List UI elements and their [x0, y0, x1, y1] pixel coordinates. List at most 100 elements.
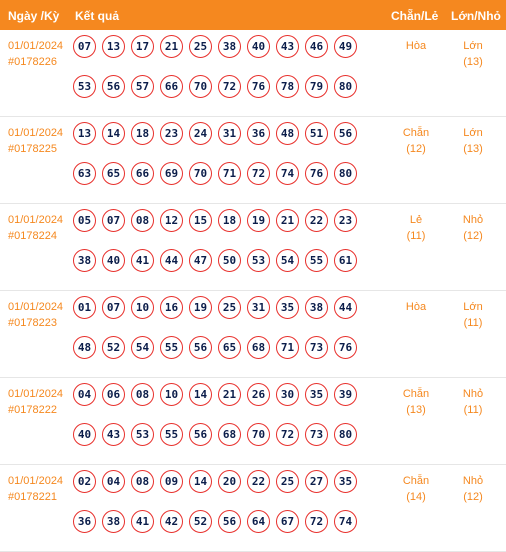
- number-ball: 71: [218, 162, 241, 185]
- number-ball: 18: [131, 122, 154, 145]
- number-ball: 47: [189, 249, 212, 272]
- number-ball: 68: [218, 423, 241, 446]
- draw-date: 01/01/2024: [8, 40, 64, 52]
- number-ball: 07: [102, 296, 125, 319]
- lonnho-value: Nhỏ: [462, 388, 484, 400]
- number-ball: 76: [334, 336, 357, 359]
- number-ball: 63: [73, 162, 96, 185]
- number-ball: 07: [102, 209, 125, 232]
- number-ball: 57: [131, 75, 154, 98]
- number-ball: 35: [276, 296, 299, 319]
- draw-code[interactable]: #0178224: [8, 230, 57, 242]
- header-chanle: Chẵn/Lẻ: [391, 9, 439, 23]
- draw-date-cell: 01/01/2024 #0178223: [8, 299, 63, 331]
- lonnho-count: (13): [463, 56, 483, 68]
- number-ball: 46: [305, 35, 328, 58]
- number-ball: 66: [160, 75, 183, 98]
- chanle-value: Hòa: [405, 40, 427, 52]
- draw-code[interactable]: #0178225: [8, 143, 57, 155]
- number-ball: 40: [102, 249, 125, 272]
- number-ball: 24: [189, 122, 212, 145]
- number-ball: 43: [102, 423, 125, 446]
- chanle-value: Chẵn: [402, 127, 430, 139]
- draw-code[interactable]: #0178226: [8, 56, 57, 68]
- chanle-cell: Hòa: [391, 299, 441, 315]
- number-ball: 36: [73, 510, 96, 533]
- draw-code[interactable]: #0178223: [8, 317, 57, 329]
- lonnho-cell: Lớn (11): [448, 299, 498, 331]
- number-ball: 54: [131, 336, 154, 359]
- draw-code[interactable]: #0178221: [8, 491, 57, 503]
- number-ball: 13: [102, 35, 125, 58]
- number-ball: 26: [247, 383, 270, 406]
- number-ball: 70: [189, 75, 212, 98]
- chanle-value: Chẵn: [402, 475, 430, 487]
- number-ball: 06: [102, 383, 125, 406]
- number-ball: 72: [247, 162, 270, 185]
- number-ball: 56: [189, 423, 212, 446]
- draw-date: 01/01/2024: [8, 301, 64, 313]
- chanle-count: (13): [406, 404, 426, 416]
- number-ball: 09: [160, 470, 183, 493]
- result-balls: 01 07 10 16 19 25 31 35 38 44 48 52 54 55 56 65 68 71 73 76: [73, 296, 373, 359]
- number-ball: 07: [73, 35, 96, 58]
- number-ball: 35: [305, 383, 328, 406]
- number-ball: 67: [276, 510, 299, 533]
- number-ball: 41: [131, 249, 154, 272]
- lonnho-value: Nhỏ: [462, 475, 484, 487]
- number-ball: 01: [73, 296, 96, 319]
- number-ball: 14: [189, 383, 212, 406]
- lonnho-cell: Lớn (13): [448, 125, 498, 157]
- draw-date-cell: 01/01/2024 #0178221: [8, 473, 63, 505]
- number-ball: 27: [305, 470, 328, 493]
- number-ball: 14: [102, 122, 125, 145]
- number-ball: 40: [247, 35, 270, 58]
- number-ball: 61: [334, 249, 357, 272]
- table-header: Ngày /Kỳ Kết quả Chẵn/Lẻ Lớn/Nhỏ: [0, 0, 506, 30]
- lonnho-value: Lớn: [463, 40, 483, 52]
- number-ball: 30: [276, 383, 299, 406]
- number-ball: 17: [131, 35, 154, 58]
- number-ball: 22: [247, 470, 270, 493]
- draw-date-cell: 01/01/2024 #0178222: [8, 386, 63, 418]
- number-ball: 49: [334, 35, 357, 58]
- number-ball: 08: [131, 470, 154, 493]
- number-ball: 16: [160, 296, 183, 319]
- header-result: Kết quả: [75, 9, 120, 23]
- draw-code[interactable]: #0178222: [8, 404, 57, 416]
- number-ball: 25: [218, 296, 241, 319]
- number-ball: 19: [247, 209, 270, 232]
- header-lonnho: Lớn/Nhỏ: [451, 9, 501, 23]
- number-ball: 10: [160, 383, 183, 406]
- number-ball: 04: [102, 470, 125, 493]
- table-row: 01/01/2024 #0178225 13 14 18 23 24 31 36 48 51 56 63…: [0, 117, 506, 204]
- number-ball: 18: [218, 209, 241, 232]
- number-ball: 78: [276, 75, 299, 98]
- number-ball: 13: [73, 122, 96, 145]
- number-ball: 20: [218, 470, 241, 493]
- number-ball: 80: [334, 423, 357, 446]
- number-ball: 68: [247, 336, 270, 359]
- chanle-count: (11): [406, 230, 426, 242]
- number-ball: 56: [102, 75, 125, 98]
- number-ball: 48: [73, 336, 96, 359]
- number-ball: 05: [73, 209, 96, 232]
- lonnho-cell: Nhỏ (11): [448, 386, 498, 418]
- number-ball: 39: [334, 383, 357, 406]
- number-ball: 53: [73, 75, 96, 98]
- number-ball: 23: [334, 209, 357, 232]
- chanle-cell: Chẵn (12): [391, 125, 441, 157]
- number-ball: 48: [276, 122, 299, 145]
- number-ball: 73: [305, 336, 328, 359]
- number-ball: 50: [218, 249, 241, 272]
- lonnho-count: (13): [463, 143, 483, 155]
- number-ball: 44: [334, 296, 357, 319]
- number-ball: 31: [218, 122, 241, 145]
- draw-date-cell: 01/01/2024 #0178224: [8, 212, 63, 244]
- draw-date: 01/01/2024: [8, 388, 64, 400]
- result-balls: 07 13 17 21 25 38 40 43 46 49 53 56 57 66 70 72 76 78 79 80: [73, 35, 373, 98]
- lonnho-cell: Nhỏ (12): [448, 473, 498, 505]
- number-ball: 43: [276, 35, 299, 58]
- number-ball: 10: [131, 296, 154, 319]
- number-ball: 80: [334, 162, 357, 185]
